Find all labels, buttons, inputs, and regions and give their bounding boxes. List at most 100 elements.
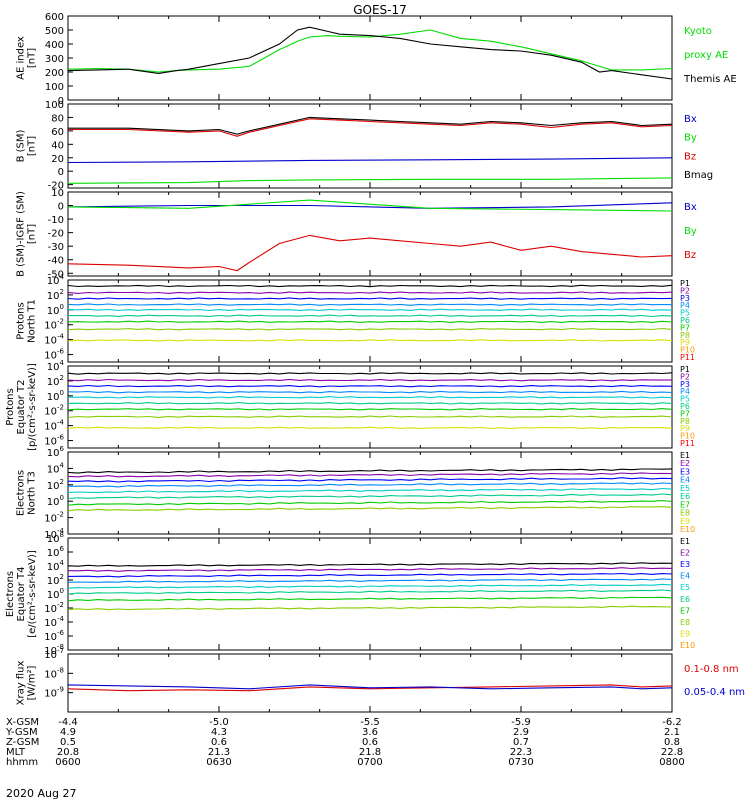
channel-trace bbox=[67, 378, 673, 382]
y-axis-label: ProtonsNorth T1 bbox=[16, 299, 38, 343]
y-tick-label: 100 bbox=[47, 587, 64, 601]
channel-label: E6 bbox=[680, 492, 690, 501]
y-tick-label: 0 bbox=[58, 96, 64, 107]
legend-label: 0.1-0.8 nm bbox=[684, 664, 739, 675]
y-tick-label: 100 bbox=[45, 100, 64, 111]
ephemeris-value: 0.6 bbox=[211, 737, 227, 748]
channel-label: E1 bbox=[680, 537, 690, 546]
channel-label: P1 bbox=[680, 365, 690, 374]
ephemeris-value: 20.8 bbox=[57, 747, 79, 758]
channel-label: P3 bbox=[680, 294, 690, 303]
ephemeris-value: -6.2 bbox=[662, 717, 682, 728]
ephemeris-value: 0730 bbox=[508, 757, 533, 768]
y-tick-exponent: -2 bbox=[57, 318, 64, 326]
y-tick-label: 100 bbox=[47, 494, 64, 508]
ephemeris-value: 21.3 bbox=[208, 747, 230, 758]
channel-label: E2 bbox=[680, 549, 690, 558]
y-tick-label: 40 bbox=[51, 140, 64, 151]
channel-trace bbox=[67, 583, 673, 589]
legend-label: Bmag bbox=[684, 170, 713, 181]
y-tick-exponent: 6 bbox=[60, 545, 65, 553]
ephemeris-value: 0600 bbox=[55, 757, 80, 768]
ephemeris-value: 2.1 bbox=[664, 727, 680, 738]
channel-trace bbox=[68, 314, 673, 318]
channel-label: E7 bbox=[680, 500, 690, 509]
y-axis-label-line: Electrons bbox=[16, 470, 27, 516]
y-tick-label: 400 bbox=[45, 40, 64, 51]
panel-1: 0 100 200 300 400 500 600 AE index[nT] Kyoto prox… bbox=[16, 12, 737, 107]
legend-label: Kyoto bbox=[684, 26, 712, 37]
ephemeris-value: 22.3 bbox=[510, 747, 532, 758]
channel-label: E3 bbox=[680, 560, 690, 569]
y-tick-label: 108 bbox=[47, 531, 64, 545]
y-tick-label: 20 bbox=[51, 154, 64, 165]
channel-trace bbox=[67, 472, 673, 478]
y-tick-exponent: 4 bbox=[60, 273, 65, 281]
panel-frame bbox=[67, 365, 673, 449]
series-line-0-1-0-8-nm bbox=[67, 684, 673, 692]
channel-label: P9 bbox=[680, 338, 690, 347]
y-tick-exponent: -2 bbox=[57, 511, 64, 519]
y-axis-label: ProtonsEquator T2[p/(cm²-s-sr-keV)] bbox=[5, 363, 38, 451]
y-tick-exponent: 4 bbox=[60, 359, 65, 367]
y-tick-label: 0 bbox=[58, 167, 64, 178]
y-axis-label-line: Xray flux bbox=[16, 661, 27, 706]
channel-label: P6 bbox=[680, 316, 690, 325]
y-axis-label: AE index[nT] bbox=[16, 36, 38, 80]
channel-trace bbox=[67, 500, 673, 506]
channel-label: P7 bbox=[680, 323, 690, 332]
panel-8: 10-7 10-8 10-9 Xray flux[W/m²] 0.1-0.8 nm 0.0… bbox=[16, 647, 745, 713]
channel-trace bbox=[67, 339, 673, 342]
channel-trace bbox=[67, 390, 673, 394]
y-tick-label: 10-8 bbox=[44, 666, 64, 680]
ephemeris-value: 0700 bbox=[357, 757, 382, 768]
channel-label: E7 bbox=[680, 606, 690, 615]
series-line-bx bbox=[67, 202, 673, 209]
y-tick-exponent: -8 bbox=[57, 643, 64, 651]
y-axis-label-line: [nT] bbox=[27, 48, 38, 68]
channel-label: P1 bbox=[680, 279, 690, 288]
y-tick-exponent: -4 bbox=[57, 527, 65, 535]
ephemeris-value: -5.9 bbox=[511, 717, 531, 728]
y-tick-label: 10-9 bbox=[44, 686, 64, 700]
channel-trace bbox=[67, 402, 673, 405]
y-axis-label: B (SM)[nT] bbox=[16, 129, 38, 162]
legend-label: Bz bbox=[684, 250, 696, 261]
y-tick-label: 104 bbox=[47, 461, 65, 475]
y-tick-label: 102 bbox=[47, 288, 64, 302]
channel-label: E6 bbox=[680, 595, 690, 604]
y-tick-exponent: 8 bbox=[60, 531, 64, 539]
channel-label: P4 bbox=[680, 301, 690, 310]
channel-trace bbox=[67, 308, 673, 312]
y-tick-label: 102 bbox=[47, 478, 64, 492]
y-tick-label: 10-2 bbox=[44, 404, 64, 418]
y-tick-exponent: 2 bbox=[60, 573, 64, 581]
panel-7: 10810610410210010-210-410-610-8Electrons… bbox=[5, 531, 695, 657]
y-tick-exponent: 6 bbox=[60, 445, 65, 453]
channel-label: E8 bbox=[680, 509, 690, 518]
channel-label: P3 bbox=[680, 380, 690, 389]
y-tick-label: -20 bbox=[48, 229, 64, 240]
series-line-bz bbox=[68, 118, 673, 137]
y-tick-exponent: 0 bbox=[60, 494, 64, 502]
channel-trace bbox=[67, 487, 673, 493]
y-tick-label: 100 bbox=[45, 82, 64, 93]
y-tick-exponent: 4 bbox=[60, 559, 65, 567]
y-tick-exponent: 0 bbox=[60, 303, 64, 311]
y-tick-label: 0 bbox=[58, 202, 64, 213]
channel-trace bbox=[67, 506, 673, 512]
plot-title: GOES-17 bbox=[353, 3, 407, 17]
y-tick-exponent: -6 bbox=[57, 348, 65, 356]
ephemeris-value: 3.6 bbox=[362, 727, 378, 738]
series-line-bx bbox=[67, 157, 673, 164]
channel-label: P7 bbox=[680, 409, 690, 418]
ephemeris-value: 4.3 bbox=[211, 727, 227, 738]
y-axis-label-line: [nT] bbox=[27, 136, 38, 156]
y-axis-label-line: North T1 bbox=[27, 299, 38, 343]
legend-label: Bz bbox=[684, 151, 696, 162]
y-axis-label-line: AE index bbox=[16, 36, 27, 80]
y-tick-exponent: -9 bbox=[57, 686, 64, 694]
channel-label: P2 bbox=[680, 372, 690, 381]
